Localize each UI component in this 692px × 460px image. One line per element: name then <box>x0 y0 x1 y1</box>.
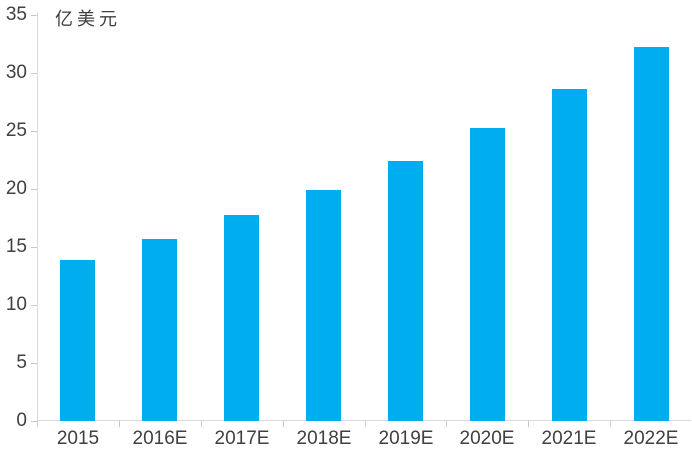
y-tick-mark <box>31 73 37 74</box>
y-tick-mark <box>31 421 37 422</box>
x-category-label: 2019E <box>378 428 434 449</box>
y-tick-label: 5 <box>16 352 27 373</box>
x-tick-mark <box>610 421 611 427</box>
x-category-label: 2020E <box>459 428 515 449</box>
bar-2016E <box>142 239 177 421</box>
y-tick-label: 20 <box>5 178 27 199</box>
x-category-label: 2017E <box>214 428 270 449</box>
bar-2019E <box>388 161 423 421</box>
y-tick-label: 30 <box>5 62 27 83</box>
y-tick-mark <box>31 189 37 190</box>
y-tick-mark <box>31 363 37 364</box>
plot-area <box>37 13 691 421</box>
bar-2021E <box>552 89 587 421</box>
x-tick-mark <box>528 421 529 427</box>
x-category-label: 2016E <box>132 428 188 449</box>
x-category-label: 2021E <box>541 428 597 449</box>
x-category-label: 2018E <box>296 428 352 449</box>
x-tick-mark <box>283 421 284 427</box>
y-axis-unit-label: 亿美元 <box>55 9 121 30</box>
bar-2015 <box>60 260 95 421</box>
y-tick-label: 0 <box>16 410 27 431</box>
y-tick-label: 15 <box>5 236 27 257</box>
y-tick-label: 25 <box>5 120 27 141</box>
y-tick-mark <box>31 15 37 16</box>
y-tick-label: 35 <box>5 4 27 25</box>
x-tick-mark <box>446 421 447 427</box>
y-tick-mark <box>31 131 37 132</box>
bar-2020E <box>470 128 505 421</box>
y-tick-mark <box>31 305 37 306</box>
x-tick-mark <box>201 421 202 427</box>
y-tick-label: 10 <box>5 294 27 315</box>
x-tick-mark <box>37 421 38 427</box>
bar-2017E <box>224 215 259 421</box>
bar-2022E <box>634 47 669 421</box>
x-category-label: 2015 <box>56 428 100 449</box>
x-tick-mark <box>119 421 120 427</box>
bar-2018E <box>306 190 341 421</box>
y-tick-mark <box>31 247 37 248</box>
x-category-label: 2022E <box>623 428 679 449</box>
x-tick-mark <box>365 421 366 427</box>
